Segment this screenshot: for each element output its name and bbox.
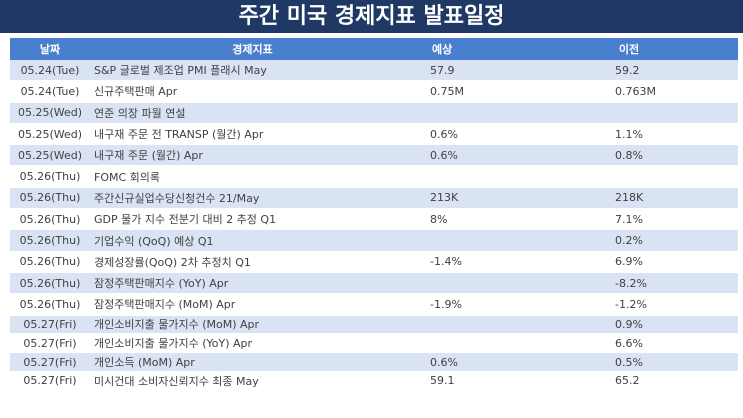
table-cell: 0.763M	[520, 80, 738, 103]
table-cell: 05.26(Thu)	[10, 229, 90, 252]
table-cell: 0.8%	[520, 144, 738, 167]
table-cell: 05.25(Wed)	[10, 144, 90, 167]
table-cell: 주간신규실업수당신청건수 21/May	[90, 187, 415, 210]
table-row: 05.27(Fri) 개인소비지출 물가지수 (YoY) Apr 6.6%	[10, 333, 738, 354]
table-cell: 내구재 주문 (월간) Apr	[90, 144, 415, 167]
table-cell: -1.9%	[415, 293, 520, 316]
table-cell	[520, 102, 738, 124]
table-row: 05.25(Wed) 내구재 주문 (월간) Apr 0.6% 0.8%	[10, 144, 738, 167]
table-cell: 8%	[415, 208, 520, 231]
table-cell: 잠정주택판매지수 (MoM) Apr	[90, 293, 415, 316]
table-cell: 05.27(Fri)	[10, 352, 90, 372]
table-row: 05.26(Thu) 잠정주택판매지수 (MoM) Apr -1.9% -1.2%	[10, 293, 738, 316]
table-cell: 0.6%	[415, 352, 520, 372]
table-cell: 05.26(Thu)	[10, 208, 90, 231]
table-cell	[415, 272, 520, 295]
column-header: 이전	[520, 38, 738, 60]
table-cell: 05.26(Thu)	[10, 293, 90, 316]
column-header: 예상	[415, 38, 520, 60]
table-cell: GDP 물가 지수 전분기 대비 2 추정 Q1	[90, 208, 415, 231]
table-cell: 0.6%	[415, 144, 520, 167]
table-body: 05.24(Tue) S&P 글로벌 제조업 PMI 플래시 May 57.9 59.…	[10, 60, 738, 391]
table-row: 05.26(Thu) FOMC 회의록	[10, 165, 738, 188]
table-cell: 05.26(Thu)	[10, 165, 90, 188]
table-cell: 05.26(Thu)	[10, 272, 90, 295]
table-cell: 신규주택판매 Apr	[90, 80, 415, 103]
table-row: 05.24(Tue) 신규주택판매 Apr 0.75M 0.763M	[10, 80, 738, 103]
table-cell: 65.2	[520, 371, 738, 391]
table-row: 05.25(Wed) 연준 의장 파월 연설	[10, 102, 738, 124]
column-header: 경제지표	[90, 38, 415, 60]
table-row: 05.27(Fri) 개인소득 (MoM) Apr 0.6% 0.5%	[10, 352, 738, 372]
table-cell: 05.26(Thu)	[10, 251, 90, 273]
table-cell: 개인소비지출 물가지수 (MoM) Apr	[90, 315, 415, 335]
table-cell: -1.2%	[520, 293, 738, 316]
table-cell: 잠정주택판매지수 (YoY) Apr	[90, 272, 415, 295]
table-cell	[415, 315, 520, 335]
table-cell	[415, 165, 520, 188]
table-cell: 59.1	[415, 371, 520, 391]
table-cell: 05.24(Tue)	[10, 80, 90, 103]
table-cell: 218K	[520, 187, 738, 210]
table-cell	[415, 333, 520, 354]
title: 주간 미국 경제지표 발표일정	[0, 0, 743, 33]
table-row: 05.26(Thu) 경제성장률(QoQ) 2차 추정치 Q1 -1.4% 6.9%	[10, 251, 738, 273]
table-row: 05.26(Thu) 잠정주택판매지수 (YoY) Apr -8.2%	[10, 272, 738, 295]
table-cell: S&P 글로벌 제조업 PMI 플래시 May	[90, 60, 415, 82]
table-cell: 05.27(Fri)	[10, 333, 90, 354]
table-cell: 0.5%	[520, 352, 738, 372]
table-cell: 05.26(Thu)	[10, 187, 90, 210]
table-cell: 미시건대 소비자신뢰지수 최종 May	[90, 371, 415, 391]
column-header: 날짜	[10, 38, 90, 60]
table-cell: FOMC 회의록	[90, 165, 415, 188]
table-cell: 57.9	[415, 60, 520, 82]
table-cell: 0.2%	[520, 229, 738, 252]
table-cell: 59.2	[520, 60, 738, 82]
table-cell: 213K	[415, 187, 520, 210]
table-cell: 내구재 주문 전 TRANSP (월간) Apr	[90, 123, 415, 146]
table-cell: 기업수익 (QoQ) 예상 Q1	[90, 229, 415, 252]
table-row: 05.27(Fri) 개인소비지출 물가지수 (MoM) Apr 0.9%	[10, 315, 738, 335]
table-cell: 1.1%	[520, 123, 738, 146]
table-cell: 연준 의장 파월 연설	[90, 102, 415, 124]
table-row: 05.26(Thu) GDP 물가 지수 전분기 대비 2 추정 Q1 8% 7.1%	[10, 208, 738, 231]
table-cell: 6.9%	[520, 251, 738, 273]
schedule-table: 날짜 경제지표 예상 이전 05.24(Tue) S&P 글로벌 제조업 PMI 플래시…	[10, 38, 738, 391]
table-cell: 6.6%	[520, 333, 738, 354]
table-cell: 05.25(Wed)	[10, 102, 90, 124]
header-row: 날짜 경제지표 예상 이전	[10, 38, 738, 60]
table-cell	[415, 102, 520, 124]
table-cell	[415, 229, 520, 252]
table-cell	[520, 165, 738, 188]
table-cell: 0.6%	[415, 123, 520, 146]
table-cell: 0.75M	[415, 80, 520, 103]
table-row: 05.27(Fri) 미시건대 소비자신뢰지수 최종 May 59.1 65.2	[10, 371, 738, 391]
table-row: 05.25(Wed) 내구재 주문 전 TRANSP (월간) Apr 0.6% 1.…	[10, 123, 738, 146]
table-cell: 7.1%	[520, 208, 738, 231]
table-row: 05.26(Thu) 기업수익 (QoQ) 예상 Q1 0.2%	[10, 229, 738, 252]
table-cell: 개인소비지출 물가지수 (YoY) Apr	[90, 333, 415, 354]
table-row: 05.26(Thu) 주간신규실업수당신청건수 21/May 213K 218K	[10, 187, 738, 210]
table-cell: 경제성장률(QoQ) 2차 추정치 Q1	[90, 251, 415, 273]
table-cell: 개인소득 (MoM) Apr	[90, 352, 415, 372]
table-cell: 05.24(Tue)	[10, 60, 90, 82]
table-cell: 05.25(Wed)	[10, 123, 90, 146]
table-cell: -1.4%	[415, 251, 520, 273]
table-cell: 0.9%	[520, 315, 738, 335]
table-cell: 05.27(Fri)	[10, 371, 90, 391]
table-row: 05.24(Tue) S&P 글로벌 제조업 PMI 플래시 May 57.9 59.…	[10, 60, 738, 82]
table-cell: -8.2%	[520, 272, 738, 295]
table-cell: 05.27(Fri)	[10, 315, 90, 335]
